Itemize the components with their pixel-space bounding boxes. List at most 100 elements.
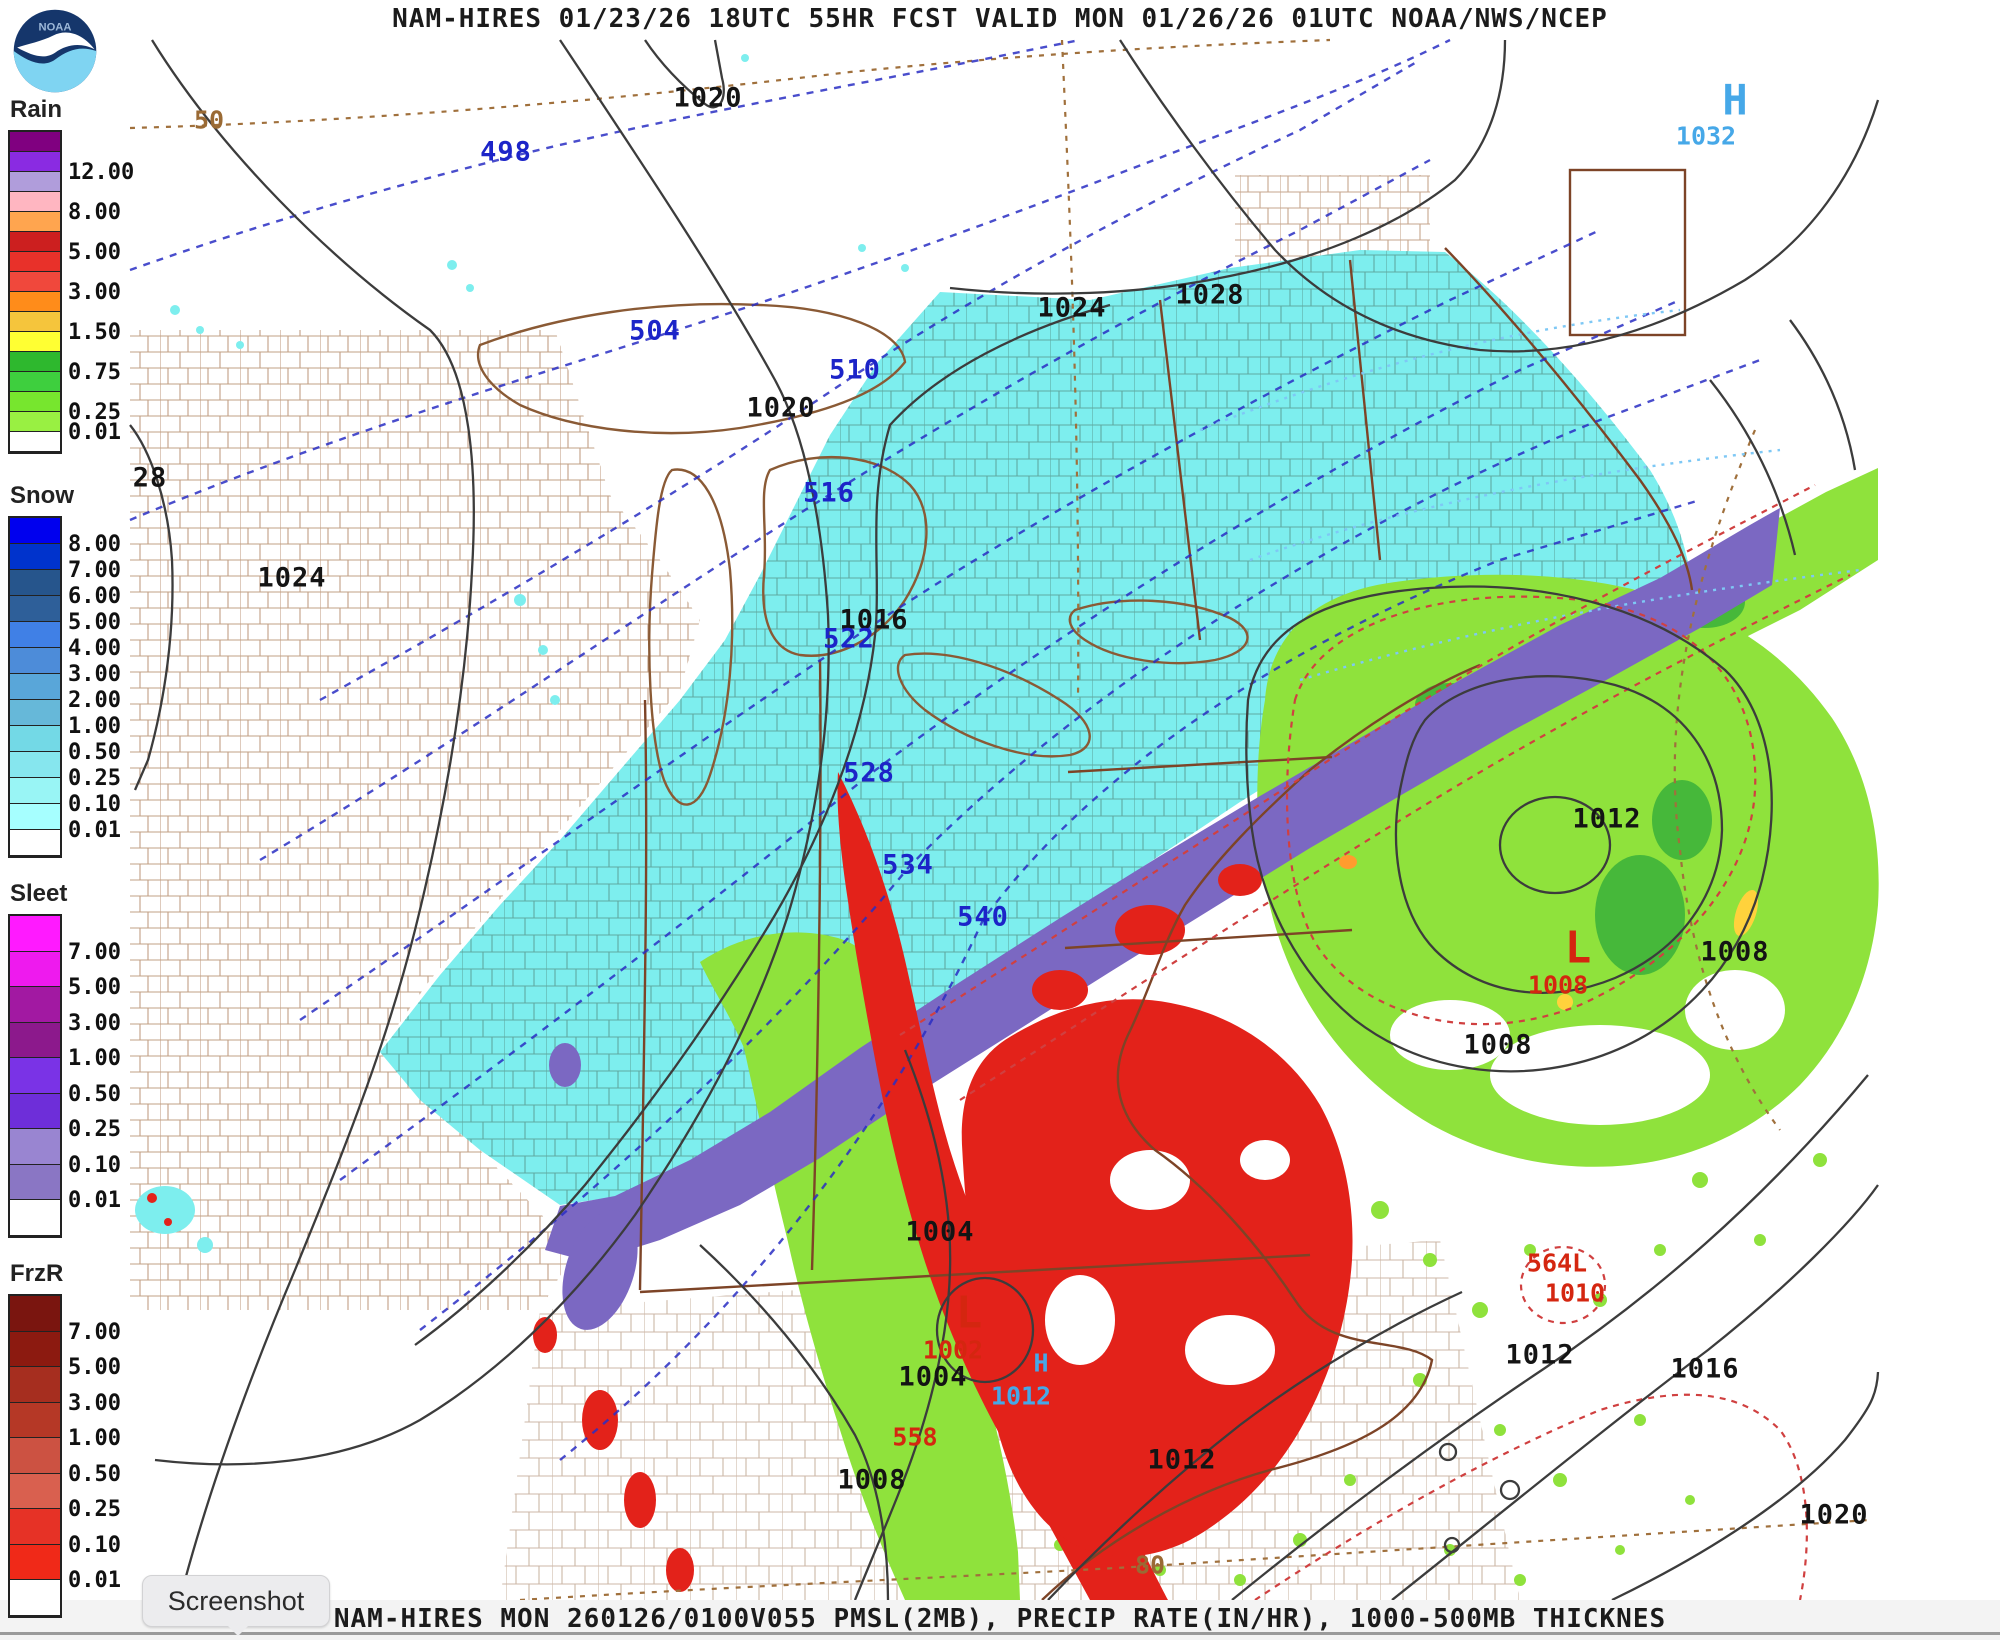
rain-legend: Rain 12.00 8.00 5.00 3.00 1.50 0.75 0.25 0.01 — [8, 96, 134, 454]
map-label-522: 522 — [823, 623, 875, 655]
rain-scale-label: 0.01 — [68, 420, 121, 445]
frzr-scale-cell — [10, 1509, 60, 1545]
frzr-scale-cell — [10, 1296, 60, 1332]
snow-scale-cell — [10, 648, 60, 674]
map-label-1012: 1012 — [1147, 1444, 1217, 1476]
map-label-498: 498 — [480, 136, 532, 168]
snow-scale-label: 0.01 — [68, 818, 121, 843]
snow-scale-cell — [10, 804, 60, 830]
snow-scale-label: 7.00 — [68, 558, 121, 583]
map-label-1016: 1016 — [839, 604, 909, 636]
map-header-title: NAM-HIRES 01/23/26 18UTC 55HR FCST VALID… — [392, 4, 1608, 34]
rain-scale-label: 12.00 — [68, 160, 135, 185]
snow-scale-label: 0.10 — [68, 792, 121, 817]
screenshot-tooltip-label: Screenshot — [167, 1585, 305, 1616]
map-label-1008: 1008 — [837, 1464, 907, 1496]
snow-scale-cell — [10, 700, 60, 726]
snow-scale-cell — [10, 622, 60, 648]
lake-outlines — [477, 302, 1249, 806]
rain-scale-cell — [10, 152, 60, 172]
rain-scale-cell — [10, 332, 60, 352]
sleet-scale-cell — [10, 916, 60, 952]
sleet-scale-label: 0.25 — [68, 1117, 121, 1142]
screenshot-tooltip[interactable]: Screenshot — [142, 1575, 330, 1636]
svg-text:NOAA: NOAA — [39, 21, 72, 33]
rain-scale-cell — [10, 292, 60, 312]
thickness-line-brown — [129, 38, 1871, 1602]
thickness-line-lightblue — [1199, 308, 1861, 682]
frzr-scale-label: 0.25 — [68, 1497, 121, 1522]
map-label-1008: 1008 — [1527, 970, 1589, 1000]
snow-scale-cell — [10, 830, 60, 856]
state-borders — [638, 168, 1694, 1601]
red-dashed-lines — [899, 484, 1851, 1601]
rain-scale-label: 0.75 — [68, 360, 121, 385]
frzr-scale-label: 3.00 — [68, 1390, 121, 1416]
noaa-logo: NOAA — [13, 9, 97, 93]
map-label-540: 540 — [957, 901, 1009, 933]
snow-scale-cell — [10, 544, 60, 570]
rain-scale-cell — [10, 432, 60, 452]
rain-scale-cell — [10, 312, 60, 332]
snow-scale-label: 3.00 — [68, 662, 121, 687]
sleet-scale-cell — [10, 951, 60, 987]
map-label-1012: 1012 — [1505, 1339, 1575, 1371]
sleet-scale-label: 0.50 — [68, 1081, 121, 1107]
frzr-scale-cell — [10, 1580, 60, 1616]
map-label-28: 28 — [132, 462, 168, 494]
map-label-1024: 1024 — [1037, 292, 1107, 324]
frzr-color-scale: 7.00 5.00 3.00 1.00 0.50 0.25 0.10 0.01 — [8, 1294, 121, 1618]
map-label-534: 534 — [882, 849, 934, 881]
map-label-516: 516 — [803, 477, 855, 509]
sleet-scale-cell — [10, 1164, 60, 1200]
snow-scale-label: 0.25 — [68, 766, 121, 791]
sleet-scale-label: 7.00 — [68, 939, 121, 965]
frzr-scale-cell — [10, 1402, 60, 1438]
county-grid-midwest — [130, 330, 700, 1310]
map-label-1020: 1020 — [1799, 1499, 1869, 1531]
map-label-1032: 1032 — [1675, 121, 1737, 151]
snow-legend-title: Snow — [10, 482, 74, 509]
rain-scale-label: 0.25 — [68, 400, 121, 425]
map-label-558: 558 — [892, 1422, 938, 1452]
rain-scale-cell — [10, 352, 60, 372]
frzr-legend: FrzR 7.00 5.00 3.00 1.00 0.50 0.25 0.10 0.01 — [8, 1260, 121, 1618]
sleet-color-scale: 7.00 5.00 3.00 1.00 0.50 0.25 0.10 0.01 — [8, 914, 121, 1238]
snow-color-scale: 8.00 7.00 6.00 5.00 4.00 3.00 2.00 1.00 0.50 0.25… — [8, 516, 121, 858]
map-label-1020: 1020 — [673, 82, 743, 114]
rain-scale-label: 3.00 — [68, 280, 121, 305]
rain-scale-cell — [10, 412, 60, 432]
frzr-scale-cell — [10, 1331, 60, 1367]
map-label-1028: 1028 — [1175, 279, 1245, 311]
rain-color-scale: 12.00 8.00 5.00 3.00 1.50 0.75 0.25 0.01 — [8, 130, 134, 454]
snow-scale-label: 4.00 — [68, 636, 121, 661]
map-label-1008: 1008 — [1463, 1029, 1533, 1061]
frzr-scale-cell — [10, 1438, 60, 1474]
frzr-scale-label: 0.50 — [68, 1461, 121, 1487]
snow-scale-label: 1.00 — [68, 714, 121, 739]
map-label-504: 504 — [629, 315, 681, 347]
map-label-510: 510 — [829, 354, 881, 386]
rain-scale-label: 5.00 — [68, 240, 121, 265]
rain-areas — [700, 468, 1879, 1600]
frzr-scale-label: 5.00 — [68, 1355, 121, 1380]
frzr-scale-cell — [10, 1473, 60, 1509]
frzr-scale-label: 1.00 — [68, 1426, 121, 1451]
rain-scale-label: 8.00 — [68, 200, 121, 225]
frzr-legend-title: FrzR — [10, 1260, 64, 1287]
snow-scale-label: 5.00 — [68, 610, 121, 635]
map-label-1016: 1016 — [1670, 1353, 1740, 1385]
sleet-scale-cell — [10, 987, 60, 1023]
snow-scale-cell — [10, 778, 60, 804]
map-label-528: 528 — [843, 757, 895, 789]
rain-scale-cell — [10, 192, 60, 212]
sleet-scale-label: 0.10 — [68, 1152, 121, 1178]
sleet-scale-label: 0.01 — [68, 1188, 121, 1213]
freezing-rain-areas — [147, 772, 1353, 1600]
rain-scale-cell — [10, 272, 60, 292]
snow-scale-cell — [10, 570, 60, 596]
map-label-50: 50 — [193, 105, 225, 135]
map-label-l: L — [955, 1287, 983, 1339]
